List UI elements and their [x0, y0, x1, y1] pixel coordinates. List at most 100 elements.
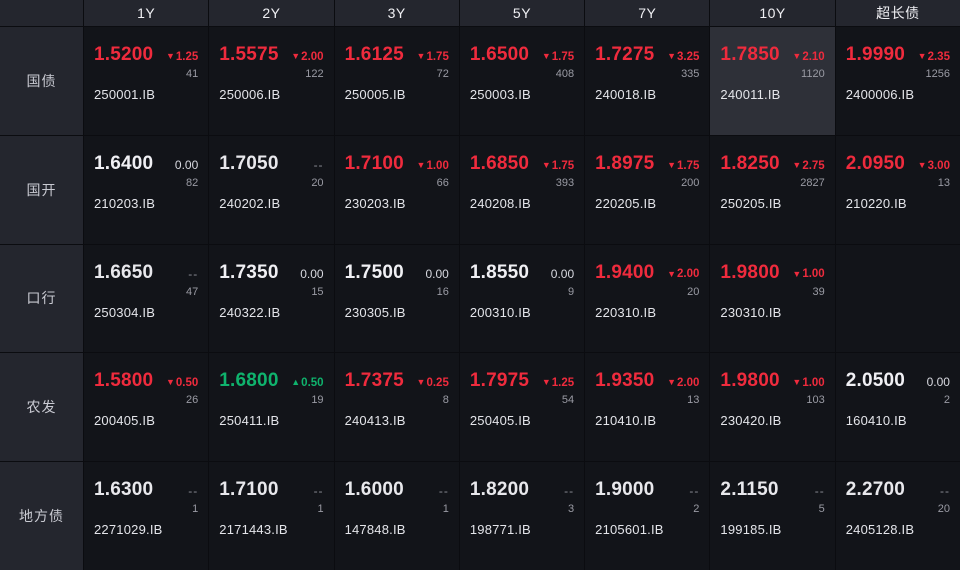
- bond-cell[interactable]: 1.7500 0.00 16 230305.IB: [334, 244, 459, 353]
- bond-code[interactable]: 199185.IB: [720, 522, 782, 538]
- bond-cell[interactable]: 1.7100 -- 1 2171443.IB: [209, 462, 334, 570]
- row-header-国债[interactable]: 国债: [0, 27, 83, 135]
- bond-cell[interactable]: 1.6850 ▼ 1.75 393 240208.IB: [459, 135, 585, 244]
- bond-cell[interactable]: 1.9400 ▼ 2.00 20 220310.IB: [585, 244, 710, 353]
- bond-code[interactable]: 2400006.IB: [845, 87, 915, 102]
- row-header-国开[interactable]: 国开: [0, 135, 83, 244]
- bond-cell[interactable]: 2.1150 -- 5 199185.IB: [710, 462, 835, 570]
- bond-cell[interactable]: 1.7350 0.00 15 240322.IB: [209, 244, 334, 353]
- column-header-2Y[interactable]: 2Y: [209, 0, 334, 26]
- bond-cell[interactable]: 1.6300 -- 1 2271029.IB: [84, 462, 209, 570]
- volume-value: 122: [305, 68, 324, 80]
- bond-cell[interactable]: 1.6000 -- 1 147848.IB: [334, 462, 459, 570]
- volume-value: 2: [943, 394, 950, 407]
- bond-code[interactable]: 250005.IB: [344, 87, 406, 102]
- bond-code[interactable]: 240208.IB: [469, 195, 531, 211]
- row-header-农发[interactable]: 农发: [0, 353, 83, 462]
- change-value: ▼ 2.00: [667, 378, 699, 390]
- column-header-3Y[interactable]: 3Y: [334, 0, 459, 26]
- bond-code[interactable]: 2271029.IB: [94, 522, 163, 538]
- price-change-row: 1.9000 --: [595, 480, 699, 499]
- bond-code[interactable]: 230305.IB: [344, 304, 406, 320]
- bond-code[interactable]: 210410.IB: [595, 413, 657, 429]
- bond-cell[interactable]: 1.8550 0.00 9 200310.IB: [459, 244, 585, 353]
- bond-cell[interactable]: 1.9000 -- 2 2105601.IB: [585, 462, 710, 570]
- bond-code[interactable]: 147848.IB: [344, 522, 406, 538]
- change-value: ▼ 2.00: [291, 51, 323, 64]
- bond-cell[interactable]: 1.9800 ▼ 1.00 103 230420.IB: [710, 353, 835, 462]
- bond-cell[interactable]: 1.5800 ▼ 0.50 26 200405.IB: [84, 353, 209, 462]
- price-change-row: 1.7350 0.00: [219, 263, 323, 282]
- bond-code[interactable]: 240202.IB: [219, 195, 281, 211]
- bond-cell[interactable]: 1.6650 -- 47 250304.IB: [84, 244, 209, 353]
- bond-cell[interactable]: 1.9800 ▼ 1.00 39 230310.IB: [710, 244, 835, 353]
- bond-code[interactable]: 2171443.IB: [219, 522, 288, 538]
- change-value: ▼ 1.25: [542, 378, 574, 390]
- yield-value: 1.6800: [219, 370, 279, 392]
- bond-cell[interactable]: 2.0950 ▼ 3.00 13 210220.IB: [835, 135, 960, 244]
- bond-code[interactable]: 250001.IB: [94, 87, 156, 102]
- bond-cell[interactable]: 1.6400 0.00 82 210203.IB: [84, 135, 209, 244]
- bond-code[interactable]: 240018.IB: [595, 87, 657, 102]
- bond-cell[interactable]: 2.0500 0.00 2 160410.IB: [835, 353, 960, 462]
- bond-cell[interactable]: 1.9990 ▼ 2.35 1256 2400006.IB: [835, 27, 960, 135]
- change-amount: 0.00: [425, 266, 449, 281]
- volume-value: 13: [687, 394, 700, 407]
- column-header-7Y[interactable]: 7Y: [585, 0, 710, 26]
- bond-code[interactable]: 2105601.IB: [595, 522, 664, 538]
- bond-code[interactable]: 250205.IB: [720, 195, 782, 211]
- bond-code[interactable]: 240413.IB: [344, 413, 406, 429]
- down-triangle-icon: ▼: [792, 268, 802, 279]
- bond-code[interactable]: 200310.IB: [469, 304, 531, 320]
- bond-cell[interactable]: 1.6800 ▲ 0.50 19 250411.IB: [209, 353, 334, 462]
- column-header-10Y[interactable]: 10Y: [710, 0, 835, 26]
- bond-cell[interactable]: 1.5200 ▼ 1.25 41 250001.IB: [84, 27, 209, 135]
- bond-cell[interactable]: 1.6500 ▼ 1.75 408 250003.IB: [459, 27, 585, 135]
- row-header-口行[interactable]: 口行: [0, 244, 83, 353]
- bond-cell[interactable]: 1.8200 -- 3 198771.IB: [459, 462, 585, 570]
- column-header-5Y[interactable]: 5Y: [459, 0, 585, 26]
- bond-cell[interactable]: 1.7275 ▼ 3.25 335 240018.IB: [585, 27, 710, 135]
- yield-value: 1.8550: [469, 261, 530, 283]
- price-change-row: 1.6500 ▼ 1.75: [470, 45, 574, 64]
- bond-code[interactable]: 250006.IB: [219, 87, 281, 102]
- bond-cell[interactable]: 1.7975 ▼ 1.25 54 250405.IB: [459, 353, 585, 462]
- column-header-超长债[interactable]: 超长债: [835, 0, 960, 26]
- bond-cell[interactable]: 1.7050 -- 20 240202.IB: [209, 135, 334, 244]
- row-header-地方债[interactable]: 地方债: [0, 462, 83, 570]
- bond-code[interactable]: 210220.IB: [845, 195, 907, 211]
- change-value: --: [314, 485, 324, 497]
- bond-cell[interactable]: 1.5575 ▼ 2.00 122 250006.IB: [209, 27, 334, 135]
- bond-cell[interactable]: 1.7850 ▼ 2.10 1120 240011.IB: [710, 27, 835, 135]
- volume-value: 8: [442, 394, 449, 407]
- bond-code[interactable]: 230420.IB: [720, 413, 782, 429]
- change-value: ▼ 1.75: [417, 51, 449, 64]
- yield-value: 1.7500: [344, 261, 404, 283]
- bond-cell[interactable]: 1.6125 ▼ 1.75 72 250005.IB: [334, 27, 459, 135]
- bond-code[interactable]: 250411.IB: [219, 413, 280, 429]
- bond-code[interactable]: 250304.IB: [94, 304, 156, 320]
- change-value: --: [564, 485, 574, 497]
- yield-value: 2.0950: [845, 152, 906, 174]
- bond-code[interactable]: 240322.IB: [219, 304, 281, 320]
- bond-code[interactable]: 250003.IB: [469, 87, 531, 102]
- yield-value: 1.6000: [344, 479, 404, 501]
- bond-code[interactable]: 160410.IB: [845, 413, 907, 429]
- column-header-1Y[interactable]: 1Y: [84, 0, 209, 26]
- bond-code[interactable]: 210203.IB: [94, 195, 156, 211]
- bond-cell[interactable]: 1.7100 ▼ 1.00 66 230203.IB: [334, 135, 459, 244]
- bond-code[interactable]: 230310.IB: [720, 304, 782, 320]
- bond-cell[interactable]: 1.8975 ▼ 1.75 200 220205.IB: [585, 135, 710, 244]
- bond-cell[interactable]: 1.8250 ▼ 2.75 2827 250205.IB: [710, 135, 835, 244]
- bond-code[interactable]: 2405128.IB: [845, 522, 915, 538]
- bond-cell[interactable]: 1.9350 ▼ 2.00 13 210410.IB: [585, 353, 710, 462]
- bond-code[interactable]: 198771.IB: [469, 522, 531, 538]
- bond-code[interactable]: 220310.IB: [595, 304, 657, 320]
- bond-code[interactable]: 240011.IB: [720, 87, 781, 102]
- bond-cell[interactable]: 1.7375 ▼ 0.25 8 240413.IB: [334, 353, 459, 462]
- bond-cell[interactable]: 2.2700 -- 20 2405128.IB: [835, 462, 960, 570]
- bond-code[interactable]: 220205.IB: [595, 195, 657, 211]
- bond-code[interactable]: 230203.IB: [344, 195, 406, 211]
- bond-code[interactable]: 200405.IB: [94, 413, 156, 429]
- bond-code[interactable]: 250405.IB: [469, 413, 531, 429]
